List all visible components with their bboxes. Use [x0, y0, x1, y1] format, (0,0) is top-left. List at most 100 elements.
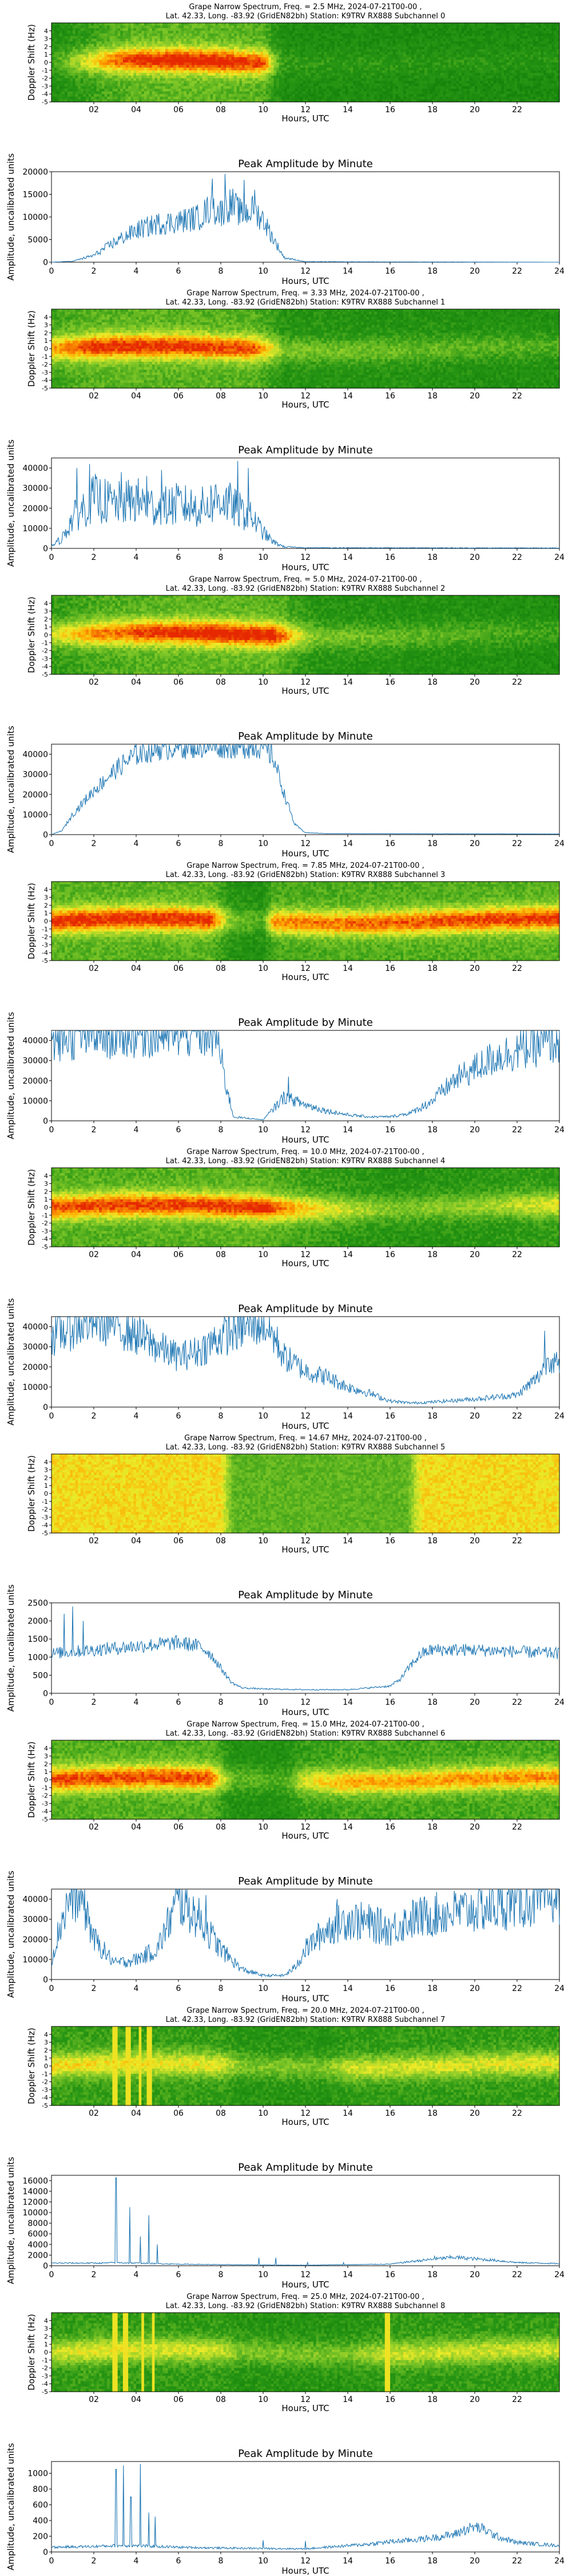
spectrogram-cell — [86, 81, 89, 84]
spectrogram-cell — [70, 33, 73, 36]
spectrogram-cell — [94, 94, 97, 97]
spectrogram-cell — [57, 39, 59, 42]
spectrogram-cell — [115, 23, 118, 26]
spectrogram-cell — [65, 73, 67, 76]
spectrogram-cell — [112, 26, 115, 29]
spectrogram-cell — [78, 39, 81, 42]
spectrogram-cell — [57, 97, 59, 100]
spectrogram-cell — [94, 28, 97, 31]
spectrogram-cell — [107, 73, 110, 76]
spectrogram-cell — [54, 97, 57, 100]
spectrogram-cell — [70, 57, 73, 60]
spectrogram-cell — [107, 41, 110, 44]
spectrogram-cell — [107, 57, 110, 60]
spectrogram-cell — [112, 28, 115, 31]
spectrogram-cell — [54, 46, 57, 49]
spectrogram-cell — [78, 44, 81, 47]
spectrogram-cell — [89, 65, 92, 68]
spectrogram-cell — [91, 39, 94, 42]
spectrogram-cell — [112, 46, 115, 49]
spectrogram-cell — [59, 33, 62, 36]
spectrogram-cell — [84, 46, 86, 49]
spectrogram-cell — [105, 54, 108, 57]
spectrogram-cell — [84, 62, 86, 65]
spectrogram-cell — [97, 39, 100, 42]
spectrogram-cell — [112, 76, 115, 78]
spectrogram-cell — [67, 76, 70, 78]
spectrogram-cell — [97, 46, 100, 49]
spectrogram-cell — [110, 84, 113, 86]
spectrogram-cell — [84, 41, 86, 44]
spectrogram-cell — [89, 39, 92, 42]
spectrogram-cell — [78, 97, 81, 100]
spectrogram-cell — [115, 86, 118, 89]
spectrogram-cell — [89, 73, 92, 76]
spectrogram-cell — [67, 39, 70, 42]
spectrogram-cell — [59, 89, 62, 92]
spectrogram-cell — [115, 65, 118, 68]
spectrogram-cell — [110, 41, 113, 44]
spectrogram-cell — [107, 65, 110, 68]
spectrogram-cell — [70, 97, 73, 100]
spectrogram-cell — [107, 70, 110, 73]
spectrogram-cell — [51, 89, 54, 92]
spectrogram-cell — [115, 78, 118, 81]
spectrogram-cell — [78, 60, 81, 62]
spectrogram-cell — [99, 52, 102, 55]
spectrogram-cell — [54, 62, 57, 65]
spectrogram-cell — [62, 26, 65, 29]
spectrogram-cell — [97, 31, 100, 34]
spectrogram-cell — [102, 33, 105, 36]
spectrogram-cell — [70, 89, 73, 92]
spectrogram-cell — [57, 54, 59, 57]
spectrogram-cell — [59, 23, 62, 26]
spectrogram-cell — [70, 31, 73, 34]
spectrogram-cell — [115, 28, 118, 31]
spectrogram-cell — [84, 28, 86, 31]
spectrogram-cell — [57, 31, 59, 34]
spectrogram-cell — [62, 84, 65, 86]
spectrogram-cell — [110, 33, 113, 36]
spectrogram-cell — [107, 62, 110, 65]
spectrogram-cell — [51, 73, 54, 76]
spectrogram-cell — [94, 44, 97, 47]
spectrogram-cell — [70, 49, 73, 52]
spectrogram-cell — [57, 28, 59, 31]
spectrogram-cell — [59, 26, 62, 29]
spectrogram-cell — [70, 65, 73, 68]
spectrogram-cell — [97, 28, 100, 31]
spectrogram-cell — [102, 65, 105, 68]
spectrogram-cell — [78, 65, 81, 68]
spectrogram-cell — [67, 26, 70, 29]
spectrogram-cell — [118, 86, 121, 89]
spectrogram-cell — [84, 49, 86, 52]
spectrogram-cell — [91, 76, 94, 78]
spectrogram-cell — [84, 65, 86, 68]
spectrogram-cell — [65, 52, 67, 55]
spectrogram-cell — [76, 62, 78, 65]
spectrogram-cell — [112, 92, 115, 94]
spectrogram-cell — [57, 60, 59, 62]
spectrogram-cell — [97, 68, 100, 70]
spectrogram-cell — [91, 68, 94, 70]
spectrogram-cell — [86, 60, 89, 62]
spectrogram-cell — [94, 81, 97, 84]
spectrogram-cell — [62, 23, 65, 26]
spectrogram-cell — [99, 23, 102, 26]
spectrogram-cell — [57, 49, 59, 52]
spectrogram-cell — [84, 68, 86, 70]
spectrogram-cell — [118, 44, 121, 47]
spectrogram-cell — [57, 84, 59, 86]
spectrogram-cell — [70, 39, 73, 42]
spectrogram-cell — [76, 97, 78, 100]
spectrogram-cell — [73, 68, 76, 70]
spectrogram-cell — [105, 41, 108, 44]
spectrogram-cell — [91, 78, 94, 81]
spectrogram-cell — [99, 76, 102, 78]
spectrogram-cell — [89, 46, 92, 49]
spectrogram-cell — [107, 28, 110, 31]
spectrogram-cell — [73, 78, 76, 81]
spectrogram-cell — [67, 28, 70, 31]
spectrogram-cell — [62, 57, 65, 60]
spectrogram-cell — [115, 54, 118, 57]
